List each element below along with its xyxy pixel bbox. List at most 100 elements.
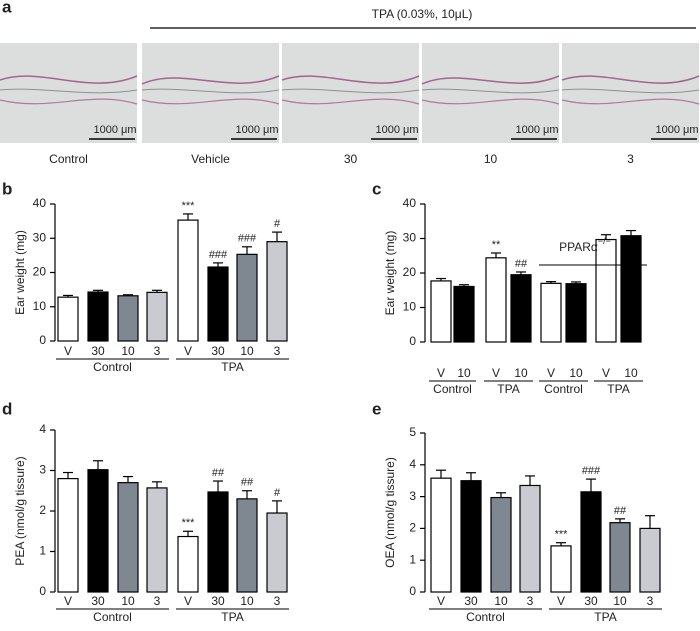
significance-label: ** xyxy=(492,239,501,251)
y-tick-label: 20 xyxy=(403,265,417,279)
micrograph xyxy=(422,43,559,143)
bar xyxy=(490,496,512,593)
category-label: 3 xyxy=(274,344,281,358)
image-label: 3 xyxy=(627,152,634,166)
category-label: V xyxy=(64,594,72,608)
category-label: 3 xyxy=(154,594,161,608)
tissue-edge xyxy=(561,75,700,84)
treatment-label: TPA (0.03%, 10μL) xyxy=(372,7,473,21)
y-axis-label: OEA (nmol/g tissure) xyxy=(383,457,397,568)
tissue-edge xyxy=(141,98,280,105)
y-tick-label: 3 xyxy=(39,463,46,477)
significance-label: # xyxy=(274,218,281,230)
bar xyxy=(510,274,532,343)
significance-label: *** xyxy=(182,200,196,212)
y-tick-label: 4 xyxy=(409,457,416,471)
micrograph xyxy=(0,43,137,143)
category-label: 10 xyxy=(240,344,254,358)
category-label: V xyxy=(492,366,500,380)
panel-letter: e xyxy=(372,399,381,418)
bar xyxy=(236,498,258,593)
image-label: 30 xyxy=(344,152,358,166)
bar xyxy=(609,522,631,593)
y-tick-label: 10 xyxy=(403,300,417,314)
category-label: V xyxy=(64,344,72,358)
y-tick-label: 1 xyxy=(39,544,46,558)
bar xyxy=(146,291,168,342)
scale-bar-label: 1000 μm xyxy=(375,124,418,136)
group-label: Control xyxy=(466,610,505,624)
category-label: V xyxy=(184,594,192,608)
tissue-core xyxy=(0,88,138,94)
scale-bar-label: 1000 μm xyxy=(93,124,136,136)
bar xyxy=(639,527,661,593)
y-tick-label: 0 xyxy=(409,584,416,598)
group-label: Control xyxy=(93,610,132,624)
group-label: TPA xyxy=(594,610,616,624)
tissue-edge xyxy=(281,75,420,84)
tissue-edge xyxy=(0,75,138,84)
category-label: 10 xyxy=(624,366,638,380)
panel-letter: b xyxy=(2,179,12,198)
scale-bar-label: 1000 μm xyxy=(235,124,278,136)
bar xyxy=(117,482,139,593)
significance-label: ## xyxy=(212,467,225,479)
panel-letter: c xyxy=(372,179,381,198)
significance-label: ### xyxy=(582,465,601,477)
y-tick-label: 0 xyxy=(39,584,46,598)
bar xyxy=(207,491,229,593)
image-label: Vehicle xyxy=(191,152,230,166)
bracket-label: PPARα−/− xyxy=(559,236,611,254)
significance-label: # xyxy=(274,487,281,499)
group-label: TPA xyxy=(497,382,519,396)
bar xyxy=(620,235,642,343)
y-tick-label: 2 xyxy=(409,521,416,535)
category-label: V xyxy=(547,366,555,380)
bar xyxy=(117,295,139,342)
category-label: 10 xyxy=(494,594,508,608)
category-label: 3 xyxy=(647,594,654,608)
bar xyxy=(177,219,199,342)
bar xyxy=(460,480,482,593)
category-label: 10 xyxy=(514,366,528,380)
group-label: TPA xyxy=(607,382,629,396)
y-tick-label: 20 xyxy=(33,265,47,279)
tissue-core xyxy=(141,88,280,94)
bar xyxy=(580,491,602,593)
group-label: Control xyxy=(544,382,583,396)
category-label: 10 xyxy=(121,344,135,358)
group-label: TPA xyxy=(221,610,243,624)
category-label: 10 xyxy=(569,366,583,380)
y-tick-label: 0 xyxy=(409,334,416,348)
bar xyxy=(87,291,109,342)
micrograph xyxy=(142,43,279,143)
significance-label: ## xyxy=(515,258,528,270)
bar xyxy=(266,512,288,593)
tissue-core xyxy=(281,88,420,94)
panel-letter: a xyxy=(2,0,12,16)
bar xyxy=(57,296,79,342)
bar xyxy=(485,257,507,343)
bar xyxy=(430,477,452,593)
scale-bar-label: 1000 μm xyxy=(655,124,698,136)
category-label: 3 xyxy=(527,594,534,608)
category-label: 30 xyxy=(91,344,105,358)
group-label: TPA xyxy=(221,360,243,374)
significance-label: *** xyxy=(555,529,569,541)
bar xyxy=(266,241,288,342)
category-label: 10 xyxy=(121,594,135,608)
category-label: 30 xyxy=(91,594,105,608)
bar xyxy=(146,487,168,593)
bar xyxy=(595,238,617,343)
bracket-superscript: −/− xyxy=(598,236,611,246)
significance-label: ### xyxy=(238,233,257,245)
bar xyxy=(236,253,258,342)
y-tick-label: 2 xyxy=(39,503,46,517)
y-tick-label: 40 xyxy=(33,196,47,210)
significance-label: ### xyxy=(209,249,228,261)
tissue-core xyxy=(421,88,560,94)
bar xyxy=(565,283,587,343)
category-label: V xyxy=(557,594,565,608)
tissue-edge xyxy=(141,75,280,85)
